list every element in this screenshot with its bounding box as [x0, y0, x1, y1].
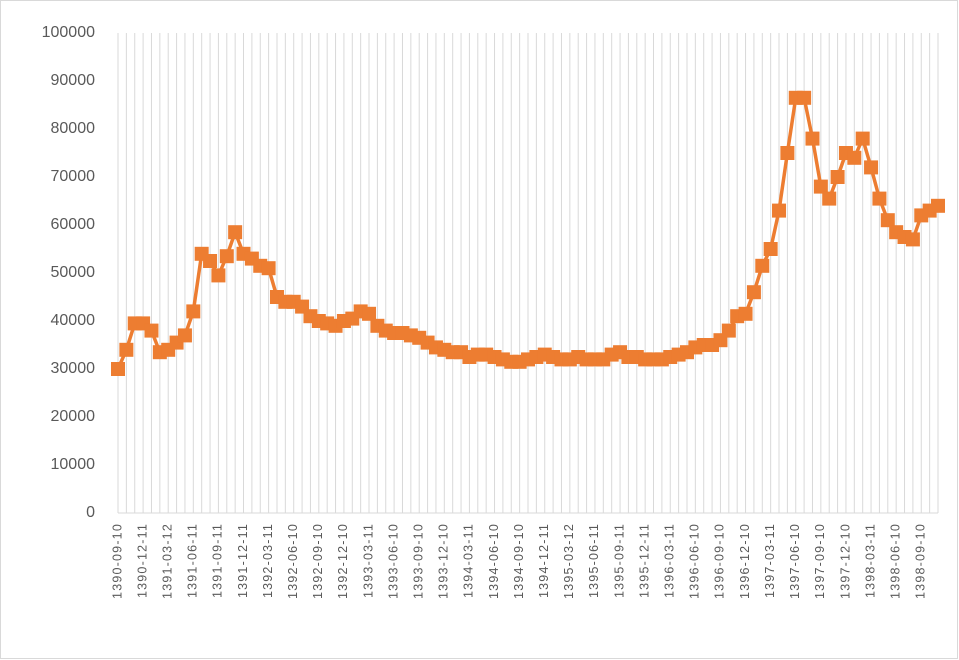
- y-tick-label: 50000: [51, 264, 96, 281]
- x-tick-label: 1395-09-11: [612, 523, 626, 598]
- x-tick-label: 1392-09-10: [311, 523, 325, 599]
- y-tick-label: 10000: [51, 456, 96, 473]
- x-tick-label: 1397-12-10: [838, 523, 852, 599]
- y-tick-label: 60000: [51, 216, 96, 233]
- marker: [847, 151, 861, 165]
- x-tick-label: 1394-09-10: [512, 523, 526, 599]
- y-tick-label: 100000: [42, 24, 95, 41]
- x-tick-label: 1393-09-10: [412, 523, 426, 599]
- marker: [755, 259, 769, 273]
- marker: [747, 285, 761, 299]
- x-tick-label: 1397-03-11: [763, 523, 777, 598]
- x-tick-label: 1391-12-11: [236, 523, 250, 598]
- x-tick-label: 1394-03-11: [462, 523, 476, 598]
- marker: [872, 192, 886, 206]
- marker: [262, 261, 276, 275]
- x-tick-label: 1394-12-11: [537, 523, 551, 598]
- x-tick-label: 1394-06-10: [487, 523, 501, 599]
- x-tick-label: 1395-12-11: [637, 523, 651, 598]
- x-tick-label: 1396-09-10: [713, 523, 727, 599]
- marker: [178, 328, 192, 342]
- x-tick-label: 1398-09-10: [914, 523, 928, 599]
- marker: [228, 225, 242, 239]
- x-tick-label: 1393-06-10: [386, 523, 400, 599]
- y-tick-label: 90000: [51, 72, 96, 89]
- marker: [362, 307, 376, 321]
- marker: [211, 268, 225, 282]
- x-tick-label: 1393-03-11: [361, 523, 375, 598]
- y-tick-label: 70000: [51, 168, 96, 185]
- marker: [797, 91, 811, 105]
- x-tick-label: 1398-03-11: [863, 523, 877, 598]
- x-tick-label: 1393-12-10: [437, 523, 451, 599]
- marker: [119, 343, 133, 357]
- x-tick-label: 1392-06-10: [286, 523, 300, 599]
- marker: [864, 160, 878, 174]
- x-tick-label: 1398-06-10: [888, 523, 902, 599]
- x-tick-label: 1397-06-10: [788, 523, 802, 599]
- marker: [186, 304, 200, 318]
- y-tick-label: 0: [86, 504, 95, 521]
- x-tick-label: 1391-03-12: [161, 523, 175, 599]
- marker: [780, 146, 794, 160]
- x-tick-label: 1390-12-11: [135, 523, 149, 598]
- marker: [822, 192, 836, 206]
- y-tick-label: 30000: [51, 360, 96, 377]
- marker: [856, 132, 870, 146]
- marker: [739, 307, 753, 321]
- x-tick-label: 1391-06-11: [186, 523, 200, 598]
- x-tick-label: 1396-12-10: [738, 523, 752, 599]
- x-tick-label: 1391-09-11: [211, 523, 225, 598]
- marker: [203, 254, 217, 268]
- x-tick-label: 1392-03-11: [261, 523, 275, 598]
- marker: [814, 180, 828, 194]
- x-tick-label: 1397-09-10: [813, 523, 827, 599]
- marker: [764, 242, 778, 256]
- marker: [881, 213, 895, 227]
- x-tick-label: 1396-03-11: [663, 523, 677, 598]
- marker: [831, 170, 845, 184]
- marker: [906, 232, 920, 246]
- y-tick-label: 80000: [51, 120, 96, 137]
- x-tick-label: 1395-03-12: [562, 523, 576, 599]
- marker: [144, 324, 158, 338]
- page: 0 10000 20000 30000 40000 50000 60000 70000 8000…: [0, 0, 959, 660]
- y-tick-label: 40000: [51, 312, 96, 329]
- x-tick-label: 1395-06-11: [587, 523, 601, 598]
- marker: [772, 204, 786, 218]
- chart: 0 10000 20000 30000 40000 50000 60000 70000 8000…: [0, 0, 959, 660]
- marker: [931, 199, 945, 213]
- x-tick-label: 1396-06-10: [688, 523, 702, 599]
- x-tick-label: 1390-09-10: [110, 523, 124, 599]
- marker: [805, 132, 819, 146]
- marker: [220, 249, 234, 263]
- x-tick-label: 1392-12-10: [336, 523, 350, 599]
- marker: [111, 362, 125, 376]
- marker: [722, 324, 736, 338]
- y-tick-label: 20000: [51, 408, 96, 425]
